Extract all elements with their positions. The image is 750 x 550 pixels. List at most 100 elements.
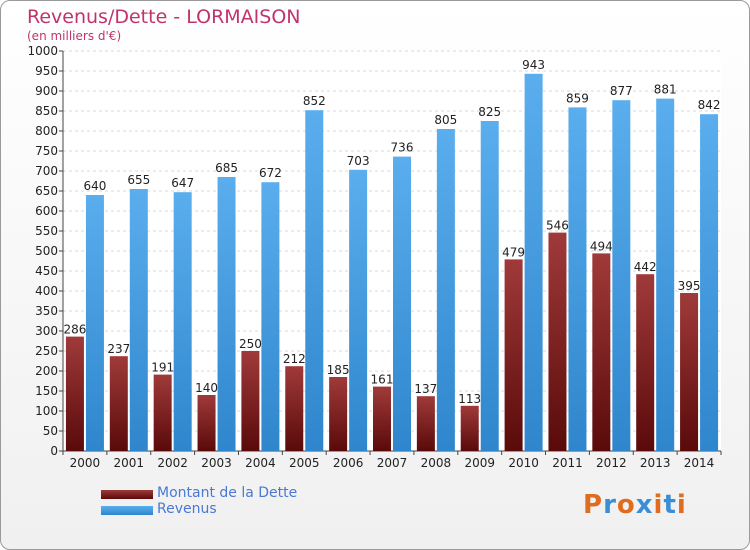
value-label-revenue-2007: 736 [391,141,414,155]
value-label-revenue-2013: 881 [654,83,677,97]
x-tick-label-2014: 2014 [684,456,715,470]
y-tick-label: 800 [35,124,58,138]
y-tick-label: 50 [43,424,58,438]
bar-debt-2003 [197,395,216,451]
value-label-revenue-2010: 943 [522,58,545,72]
y-tick-label: 100 [35,404,58,418]
value-label-revenue-2003: 685 [215,161,238,175]
legend-item-revenue: Revenus [101,501,361,519]
value-label-debt-2001: 237 [107,342,130,356]
value-label-revenue-2008: 805 [434,113,457,127]
x-tick-label-2003: 2003 [201,456,232,470]
y-tick-label: 0 [50,444,58,458]
y-tick-label: 400 [35,284,58,298]
bar-revenue-2010 [524,73,543,452]
value-label-debt-2007: 161 [371,373,394,387]
legend-swatch-revenue [101,506,153,515]
x-tick-label-2005: 2005 [289,456,320,470]
legend-label-revenue: Revenus [157,501,217,517]
y-tick-label: 700 [35,164,58,178]
value-label-debt-2011: 546 [546,219,569,233]
bar-debt-2006 [329,377,348,451]
value-label-debt-2013: 442 [634,260,657,274]
bar-debt-2009 [460,405,479,451]
y-tick-label: 450 [35,264,58,278]
bar-revenue-2013 [656,98,675,451]
value-label-revenue-2006: 703 [347,154,370,168]
y-tick-label: 1000 [27,44,58,58]
bar-revenue-2008 [436,129,455,451]
y-tick-label: 150 [35,384,58,398]
bar-revenue-2002 [173,192,192,451]
y-tick-label: 500 [35,244,58,258]
logo-letter: t [663,490,677,520]
value-label-debt-2003: 140 [195,381,218,395]
bar-revenue-2007 [393,156,411,451]
x-tick-label-2009: 2009 [464,456,495,470]
value-label-revenue-2005: 852 [303,94,326,108]
y-tick-label: 850 [35,104,58,118]
value-label-debt-2010: 479 [502,245,525,259]
x-tick-label-2007: 2007 [377,456,408,470]
value-label-debt-2006: 185 [327,363,350,377]
x-tick-label-2011: 2011 [552,456,583,470]
y-tick-label: 750 [35,144,58,158]
logo-letter: P [583,490,604,520]
bar-debt-2012 [592,253,611,451]
x-tick-label-2001: 2001 [114,456,145,470]
bar-debt-2011 [548,232,567,451]
bar-debt-2014 [680,293,699,451]
legend-label-debt: Montant de la Dette [157,485,298,501]
y-tick-label: 300 [35,324,58,338]
logo-letter: x [635,490,654,520]
bar-debt-2007 [373,386,391,451]
bar-revenue-2004 [261,182,280,451]
logo-letter: r [603,490,617,520]
bar-debt-2002 [153,374,172,451]
bar-debt-2010 [504,259,523,451]
x-tick-label-2006: 2006 [333,456,364,470]
x-tick-label-2013: 2013 [640,456,671,470]
bar-revenue-2009 [480,121,499,451]
value-label-revenue-2001: 655 [127,173,150,187]
chart-subtitle: (en milliers d'€) [27,29,122,43]
bar-debt-2013 [636,274,655,451]
x-tick-label-2008: 2008 [421,456,452,470]
value-label-revenue-2012: 877 [610,84,633,98]
y-tick-label: 900 [35,84,58,98]
x-tick-label-2004: 2004 [245,456,276,470]
bar-revenue-2005 [305,110,324,451]
value-label-debt-2014: 395 [678,279,701,293]
bar-debt-2008 [416,396,435,451]
bar-revenue-2001 [129,189,148,451]
y-tick-label: 950 [35,64,58,78]
value-label-debt-2012: 494 [590,239,613,253]
chart-title: Revenus/Dette - LORMAISON [27,6,301,28]
bar-revenue-2006 [349,169,368,452]
logo-letter: o [616,490,636,520]
bar-revenue-2011 [568,107,587,452]
proxiti-logo: Proxiti [583,490,687,520]
bar-revenue-2000 [85,195,104,451]
bar-debt-2001 [109,356,128,451]
legend: Montant de la Dette Revenus [101,485,361,519]
x-tick-label-2010: 2010 [508,456,539,470]
y-tick-label: 550 [35,224,58,238]
value-label-revenue-2011: 859 [566,91,589,105]
value-label-debt-2005: 212 [283,352,306,366]
y-tick-label: 650 [35,184,58,198]
x-tick-label-2000: 2000 [70,456,101,470]
value-label-debt-2000: 286 [63,323,86,337]
bar-revenue-2014 [700,114,719,451]
logo-letter: i [676,490,687,520]
value-label-debt-2009: 113 [458,392,481,406]
bar-revenue-2003 [217,177,236,451]
y-tick-label: 350 [35,304,58,318]
value-label-debt-2002: 191 [151,361,174,375]
bar-revenue-2012 [612,100,631,451]
legend-item-debt: Montant de la Dette [101,485,361,503]
x-tick-label-2012: 2012 [596,456,627,470]
bar-debt-2000 [65,336,84,451]
